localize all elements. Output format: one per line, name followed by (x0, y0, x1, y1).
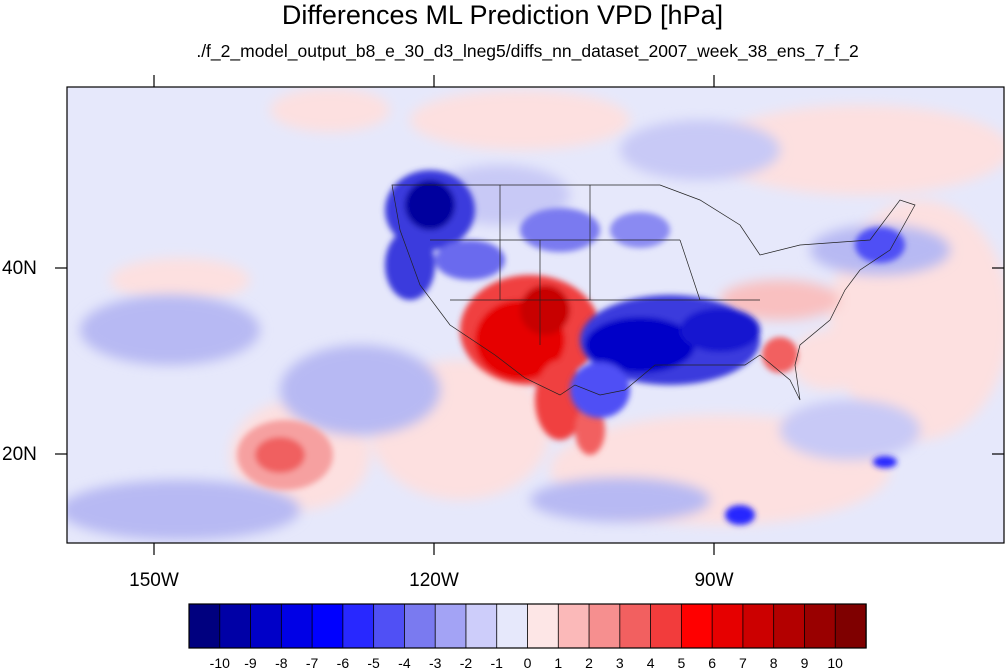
colorbar-tick-label: -9 (244, 655, 257, 671)
colorbar-tick-label: -8 (275, 655, 288, 671)
colorbar-box (280, 603, 313, 649)
political-boundaries (391, 184, 916, 401)
colorbar-box (619, 603, 652, 649)
colorbar-frame (188, 603, 867, 649)
colorbar-box (742, 603, 775, 649)
colorbar-tick-label: 1 (554, 655, 563, 671)
colorbar-tick-label: 2 (585, 655, 593, 671)
colorbar-tick-label: -2 (459, 655, 473, 671)
colorbar-box (465, 603, 498, 649)
colorbar-tick-label: 8 (769, 655, 778, 671)
lon-label-120w: 120W (409, 570, 459, 591)
colorbar-box (834, 603, 867, 649)
map-frame (66, 86, 1005, 544)
colorbar-tick-label: 6 (708, 655, 716, 671)
colorbar-box (804, 603, 836, 649)
colorbar-box (219, 603, 252, 649)
chart-subtitle: ./f_2_model_output_b8_e_30_d3_lneg5/diff… (196, 41, 859, 61)
map-field (67, 87, 1004, 543)
colorbar-tick-label: -10 (209, 655, 230, 671)
colorbar-box (680, 603, 713, 649)
colorbar-box (588, 603, 621, 649)
colorbar-box (650, 603, 683, 649)
colorbar-tick-label: 3 (615, 655, 624, 671)
western-negative-anomaly (385, 170, 905, 300)
colorbar-tick-label: 5 (677, 655, 686, 671)
lon-label-90w: 90W (694, 570, 734, 591)
colorbar-box (188, 603, 221, 649)
colorbar-box (527, 603, 559, 649)
lat-label-20n: 20N (2, 444, 37, 465)
colorbar-box (711, 603, 744, 649)
colorbar-tick-label: -5 (367, 655, 380, 671)
colorbar-box (404, 603, 436, 649)
colorbar-tick-label: 0 (523, 655, 532, 671)
colorbar-tick-label: 4 (646, 655, 655, 671)
lon-label-150w: 150W (129, 570, 179, 591)
colorbar-box (434, 603, 467, 649)
negative-field-light (67, 120, 950, 540)
colorbar-tick-label: -6 (336, 655, 350, 671)
colorbar-tick-label: 10 (827, 655, 843, 671)
colorbar-box (373, 603, 406, 649)
colorbar-tick-label: 9 (800, 655, 809, 671)
colorbar-tick-label: -4 (398, 655, 411, 671)
colorbar-box (773, 603, 806, 649)
colorbar-box (250, 603, 283, 649)
lat-label-40n: 40N (2, 258, 37, 279)
colorbar-tick-label: -7 (305, 655, 319, 671)
colorbar-box (342, 603, 375, 649)
colorbar-tick-label: -1 (490, 655, 503, 671)
southwest-positive-anomaly (460, 275, 798, 455)
pacific-positive-anomaly (237, 420, 333, 490)
contour-map (55, 75, 1005, 555)
colorbar-box (496, 603, 529, 649)
chart-title: Differences ML Prediction VPD [hPa] (281, 0, 724, 30)
colorbar-box (557, 603, 590, 649)
axis-ticks (55, 75, 1004, 555)
colorbar-tick-label: 7 (738, 655, 747, 671)
colorbar-tick-label: -3 (428, 655, 442, 671)
plains-negative-anomaly (570, 295, 897, 525)
colorbar-box (311, 603, 344, 649)
